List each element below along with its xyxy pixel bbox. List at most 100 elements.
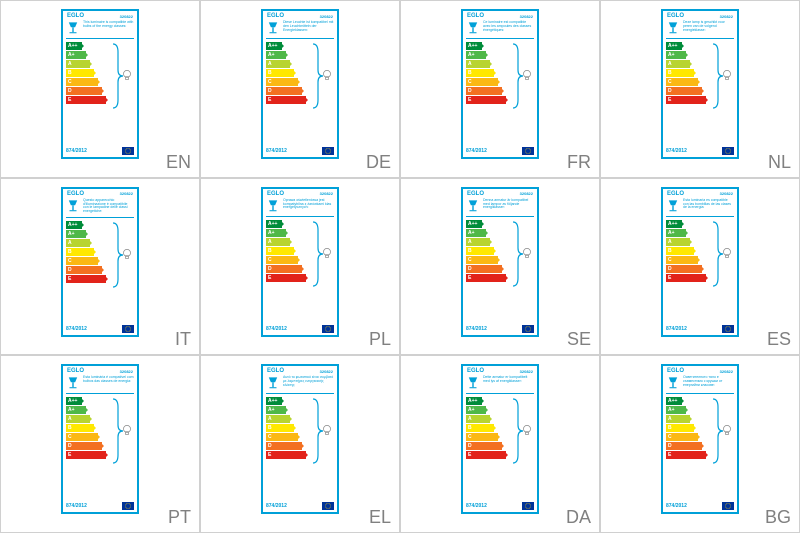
- energy-grade: E: [68, 452, 71, 458]
- regulation-text: 874/2012: [266, 503, 287, 509]
- energy-grade: E: [68, 97, 71, 103]
- energy-arrows: A++ A+ A B C D: [663, 395, 737, 471]
- label-header: EGLO 320822: [663, 11, 737, 19]
- energy-grade: E: [668, 97, 671, 103]
- energy-grade: A++: [668, 398, 677, 404]
- energy-grade: B: [68, 70, 72, 76]
- bulb-icon: [321, 424, 333, 438]
- energy-grade: C: [68, 434, 72, 440]
- energy-grade: A: [668, 416, 672, 422]
- energy-label: EGLO 320822 Oprawa oświetleniowa jest ko…: [261, 187, 339, 337]
- product-code: 320822: [520, 191, 533, 196]
- energy-grade: A+: [268, 52, 275, 58]
- energy-grade: A++: [68, 43, 77, 49]
- energy-arrows: A++ A+ A B C D: [463, 40, 537, 116]
- energy-grade: A++: [268, 43, 277, 49]
- energy-label: EGLO 320822 Ce luminaire est compatible …: [461, 9, 539, 159]
- description-row: Esta luminária é compatível com bulbos d…: [63, 374, 137, 392]
- label-header: EGLO 320822: [63, 366, 137, 374]
- grid-cell: EGLO 320822 Esta luminaria es compatible…: [600, 178, 800, 356]
- bulb-icon: [521, 424, 533, 438]
- energy-grade: B: [468, 70, 472, 76]
- energy-grade: E: [468, 452, 471, 458]
- bulb-icon: [721, 247, 733, 261]
- product-code: 320822: [120, 191, 133, 196]
- label-footer: 874/2012: [666, 502, 734, 510]
- language-code: DA: [566, 507, 591, 528]
- product-code: 320822: [720, 14, 733, 19]
- energy-grade: A++: [468, 398, 477, 404]
- label-header: EGLO 320822: [463, 366, 537, 374]
- divider: [266, 393, 334, 394]
- eu-flag: [722, 502, 734, 510]
- energy-grade: B: [268, 70, 272, 76]
- description-row: Diese Leuchte ist kompatibel mit den Leu…: [263, 19, 337, 37]
- regulation-text: 874/2012: [666, 326, 687, 332]
- language-code: SE: [567, 329, 591, 350]
- brand-name: EGLO: [467, 191, 484, 197]
- energy-grade: E: [268, 97, 271, 103]
- brand-name: EGLO: [667, 368, 684, 374]
- energy-grade: A: [268, 239, 272, 245]
- lamp-icon: [666, 376, 680, 390]
- product-code: 320822: [320, 369, 333, 374]
- label-footer: 874/2012: [66, 325, 134, 333]
- energy-grade: A++: [468, 43, 477, 49]
- language-code: EL: [369, 507, 391, 528]
- label-footer: 874/2012: [266, 147, 334, 155]
- energy-grade: A: [68, 61, 72, 67]
- label-header: EGLO 320822: [263, 11, 337, 19]
- energy-arrows: A++ A+ A B C D: [663, 40, 737, 116]
- description-text: Diese Leuchte ist kompatibel mit den Leu…: [283, 21, 334, 33]
- bulb-icon: [521, 69, 533, 83]
- lamp-icon: [266, 376, 280, 390]
- eu-flag: [322, 325, 334, 333]
- energy-grade: B: [268, 425, 272, 431]
- energy-arrows: A++ A+ A B C D: [663, 218, 737, 294]
- energy-label-grid: EGLO 320822 This luminaire is compatible…: [0, 0, 800, 533]
- energy-grade: A+: [668, 230, 675, 236]
- energy-grade: D: [268, 88, 272, 94]
- brand-name: EGLO: [67, 13, 84, 19]
- product-code: 320822: [320, 191, 333, 196]
- eu-flag: [522, 147, 534, 155]
- energy-label: EGLO 320822 Denna armatur är kompatibel …: [461, 187, 539, 337]
- description-row: Осветителното тяло е съвместимо с крушки…: [663, 374, 737, 392]
- description-text: Oprawa oświetleniowa jest kompatybilna z…: [283, 199, 334, 211]
- label-header: EGLO 320822: [63, 189, 137, 197]
- energy-grade: A+: [68, 231, 75, 237]
- energy-grade: A: [68, 240, 72, 246]
- energy-grade: A: [468, 239, 472, 245]
- divider: [66, 217, 134, 218]
- energy-grade: A+: [268, 407, 275, 413]
- description-row: Ce luminaire est compatible avec les amp…: [463, 19, 537, 37]
- energy-grade: A+: [468, 230, 475, 236]
- energy-label: EGLO 320822 Esta luminaria es compatible…: [661, 187, 739, 337]
- divider: [666, 393, 734, 394]
- brand-name: EGLO: [267, 13, 284, 19]
- eu-flag: [722, 325, 734, 333]
- divider: [66, 38, 134, 39]
- energy-label: EGLO 320822 Осветителното тяло е съвмест…: [661, 364, 739, 514]
- label-header: EGLO 320822: [263, 366, 337, 374]
- energy-grade: C: [268, 79, 272, 85]
- language-code: NL: [768, 152, 791, 173]
- description-text: Denna armatur är kompatibel med lampor a…: [483, 199, 534, 211]
- language-code: PT: [168, 507, 191, 528]
- description-row: Dette armatur er kompatibelt med lys af …: [463, 374, 537, 392]
- eu-flag: [522, 502, 534, 510]
- energy-grade: C: [68, 258, 72, 264]
- energy-grade: A: [268, 416, 272, 422]
- language-code: PL: [369, 329, 391, 350]
- grid-cell: EGLO 320822 Oprawa oświetleniowa jest ko…: [200, 178, 400, 356]
- divider: [66, 393, 134, 394]
- eu-flag: [322, 502, 334, 510]
- divider: [466, 216, 534, 217]
- energy-grade: A: [668, 61, 672, 67]
- energy-grade: A: [468, 416, 472, 422]
- divider: [266, 216, 334, 217]
- label-footer: 874/2012: [666, 147, 734, 155]
- bulb-icon: [121, 424, 133, 438]
- description-row: Deze lamp is geschikt voor peren van de …: [663, 19, 737, 37]
- language-code: DE: [366, 152, 391, 173]
